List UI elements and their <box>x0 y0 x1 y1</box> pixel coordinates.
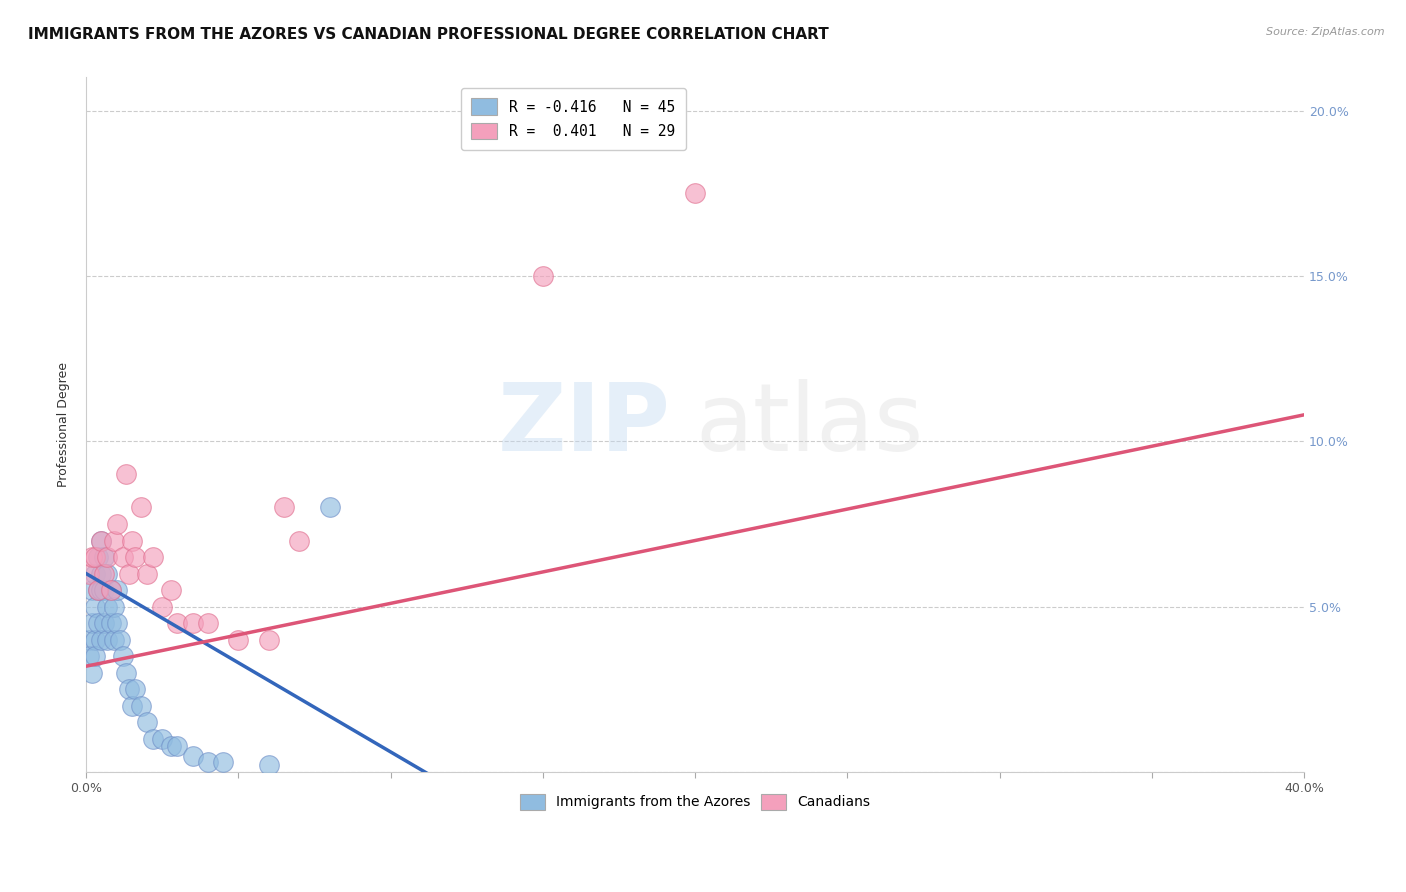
Point <box>77 649 100 664</box>
Point <box>100 583 122 598</box>
Point <box>150 731 173 746</box>
Point <box>84 566 107 581</box>
Point <box>150 599 173 614</box>
Point <box>114 665 136 680</box>
Text: Source: ZipAtlas.com: Source: ZipAtlas.com <box>1267 27 1385 37</box>
Point <box>90 566 112 581</box>
Point <box>111 649 134 664</box>
Point <box>84 599 107 614</box>
Point <box>103 599 125 614</box>
Point <box>142 549 165 564</box>
Text: ZIP: ZIP <box>498 379 671 471</box>
Y-axis label: Professional Degree: Professional Degree <box>58 362 70 487</box>
Point <box>288 533 311 548</box>
Point <box>228 632 250 647</box>
Point <box>257 632 280 647</box>
Point <box>105 516 128 531</box>
Point <box>181 616 204 631</box>
Point <box>166 739 188 753</box>
Point <box>124 682 146 697</box>
Point <box>103 533 125 548</box>
Point <box>84 632 107 647</box>
Point <box>87 583 110 598</box>
Point <box>90 533 112 548</box>
Point <box>129 500 152 515</box>
Point <box>124 549 146 564</box>
Point <box>93 616 115 631</box>
Point <box>87 616 110 631</box>
Point <box>197 616 219 631</box>
Point <box>82 616 104 631</box>
Point <box>118 566 141 581</box>
Point <box>121 533 143 548</box>
Point <box>136 715 159 730</box>
Point <box>103 632 125 647</box>
Point <box>82 583 104 598</box>
Point <box>90 632 112 647</box>
Point <box>212 755 235 769</box>
Point <box>160 583 183 598</box>
Point <box>181 748 204 763</box>
Point <box>82 665 104 680</box>
Point <box>100 583 122 598</box>
Point <box>531 268 554 283</box>
Point <box>77 632 100 647</box>
Point <box>87 583 110 598</box>
Point <box>257 758 280 772</box>
Point <box>90 583 112 598</box>
Point <box>319 500 342 515</box>
Point <box>93 566 115 581</box>
Point <box>105 583 128 598</box>
Point <box>111 549 134 564</box>
Point <box>273 500 295 515</box>
Point <box>121 698 143 713</box>
Point <box>96 632 118 647</box>
Point <box>90 533 112 548</box>
Point <box>129 698 152 713</box>
Point <box>84 549 107 564</box>
Point <box>84 649 107 664</box>
Point <box>87 549 110 564</box>
Point <box>166 616 188 631</box>
Point <box>683 186 706 201</box>
Point <box>114 467 136 482</box>
Point <box>197 755 219 769</box>
Point <box>160 739 183 753</box>
Point <box>105 616 128 631</box>
Point <box>96 599 118 614</box>
Point <box>142 731 165 746</box>
Text: atlas: atlas <box>695 379 924 471</box>
Point <box>93 583 115 598</box>
Point <box>118 682 141 697</box>
Point <box>100 616 122 631</box>
Legend: Immigrants from the Azores, Canadians: Immigrants from the Azores, Canadians <box>515 788 876 815</box>
Point <box>77 566 100 581</box>
Text: IMMIGRANTS FROM THE AZORES VS CANADIAN PROFESSIONAL DEGREE CORRELATION CHART: IMMIGRANTS FROM THE AZORES VS CANADIAN P… <box>28 27 830 42</box>
Point <box>108 632 131 647</box>
Point <box>96 566 118 581</box>
Point <box>82 549 104 564</box>
Point <box>96 549 118 564</box>
Point <box>136 566 159 581</box>
Point <box>93 549 115 564</box>
